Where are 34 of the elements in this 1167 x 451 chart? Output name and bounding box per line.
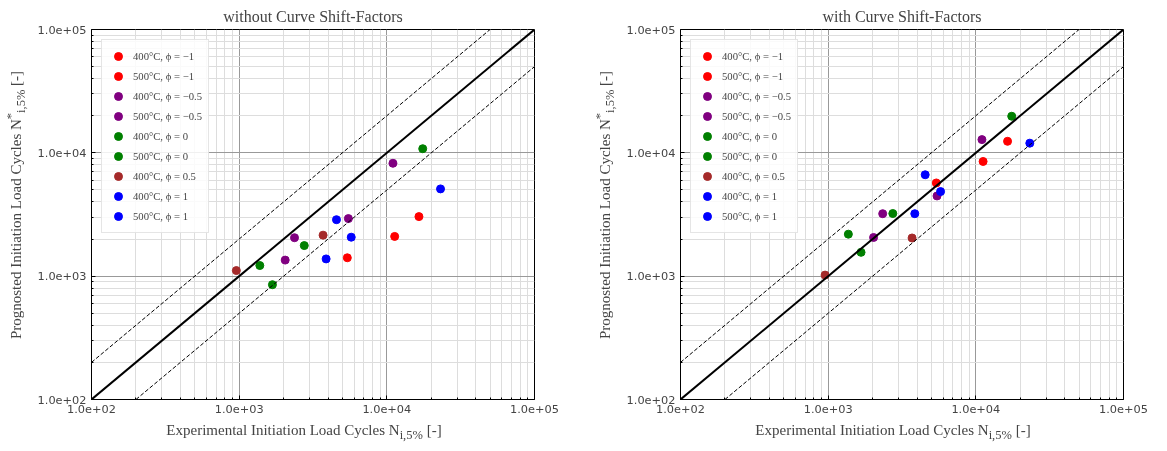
- x-tick-label: 1.0e+03: [803, 401, 853, 416]
- legend-label: 400°C, ϕ = −1: [133, 49, 194, 63]
- legend-label: 500°C, ϕ = 1: [722, 209, 777, 223]
- legend-label: 400°C, ϕ = 1: [722, 189, 777, 203]
- y-tick-label: 1.0e+03: [626, 269, 676, 284]
- y-tick-label: 1.0e+05: [37, 22, 87, 37]
- x-tick-label: 1.0e+04: [951, 401, 1001, 416]
- legend-label: 400°C, ϕ = 0: [722, 129, 777, 143]
- legend-label: 400°C, ϕ = 0.5: [722, 169, 785, 183]
- legend-label: 400°C, ϕ = −1: [722, 49, 783, 63]
- y-tick-label: 1.0e+05: [626, 22, 676, 37]
- y-tick-label: 1.0e+04: [37, 145, 87, 160]
- legend-label: 400°C, ϕ = 0.5: [133, 169, 196, 183]
- legend-label: 500°C, ϕ = −0.5: [722, 109, 791, 123]
- y-tick-label: 1.0e+03: [37, 269, 87, 284]
- legend-label: 400°C, ϕ = 1: [133, 189, 188, 203]
- x-tick-label: 1.0e+05: [510, 401, 559, 416]
- legend-label: 400°C, ϕ = −0.5: [133, 89, 202, 103]
- legend-label: 500°C, ϕ = −1: [133, 69, 194, 83]
- x-axis-title: Experimental Initiation Load Cycles N$_{i,5%}$ [-]: [754, 421, 1032, 444]
- legend-label: 400°C, ϕ = 0: [133, 129, 188, 143]
- legend-label: 400°C, ϕ = −0.5: [722, 89, 791, 103]
- chart-title: with Curve Shift-Factors: [822, 7, 982, 25]
- x-tick-label: 1.0e+03: [214, 401, 264, 416]
- legend-label: 500°C, ϕ = 0: [133, 149, 188, 163]
- x-axis-title: Experimental Initiation Load Cycles N$_{i,5%}$ [-]: [165, 421, 443, 444]
- legend-label: 500°C, ϕ = 0: [722, 149, 777, 163]
- legend-label: 500°C, ϕ = −1: [722, 69, 783, 83]
- legend-label: 500°C, ϕ = −0.5: [133, 109, 202, 123]
- chart-title: without Curve Shift-Factors: [223, 7, 403, 25]
- legend-label: 500°C, ϕ = 1: [133, 209, 188, 223]
- x-tick-label: 1.0e+05: [1099, 401, 1148, 416]
- x-tick-label: 1.0e+04: [362, 401, 412, 416]
- y-tick-label: 1.0e+04: [626, 145, 676, 160]
